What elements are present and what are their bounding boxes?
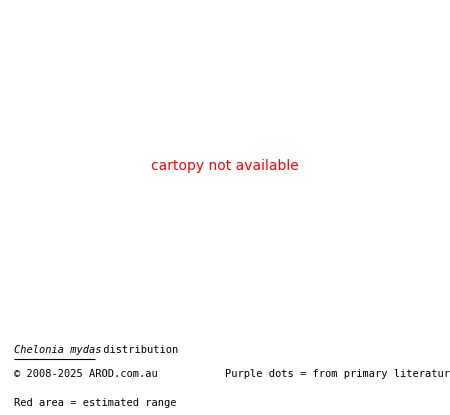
Text: Purple dots = from primary literature: Purple dots = from primary literature: [225, 369, 450, 378]
Text: Red area = estimated range: Red area = estimated range: [14, 398, 176, 408]
Text: cartopy not available: cartopy not available: [151, 159, 299, 173]
Text: distribution: distribution: [97, 345, 178, 355]
Text: Chelonia mydas: Chelonia mydas: [14, 345, 101, 355]
Text: © 2008-2025 AROD.com.au: © 2008-2025 AROD.com.au: [14, 369, 157, 378]
